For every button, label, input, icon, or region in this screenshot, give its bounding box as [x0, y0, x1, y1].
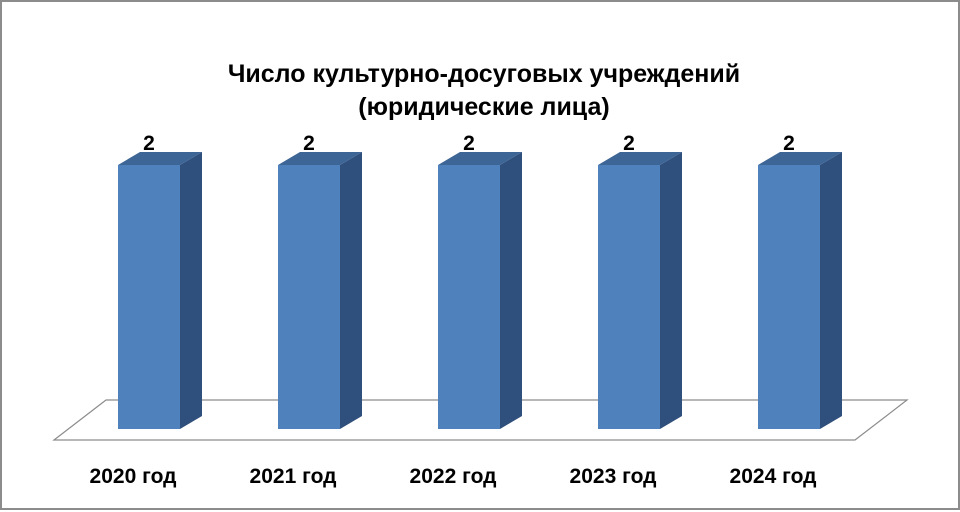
data-label: 2	[303, 132, 315, 155]
x-tick-label: 2020 год	[90, 465, 177, 488]
bar-side-face	[500, 152, 522, 429]
bar	[118, 152, 202, 429]
bar-side-face	[820, 152, 842, 429]
bar	[758, 152, 842, 429]
bar	[438, 152, 522, 429]
data-label: 2	[623, 132, 635, 155]
bar-front-face	[598, 165, 660, 429]
bar-front-face	[438, 165, 500, 429]
bar-front-face	[758, 165, 820, 429]
bar-top-face	[118, 152, 202, 165]
bar-top-face	[598, 152, 682, 165]
bar-front-face	[278, 165, 340, 429]
x-tick-label: 2022 год	[410, 465, 497, 488]
bar-top-face	[438, 152, 522, 165]
bar	[278, 152, 362, 429]
bar-top-face	[758, 152, 842, 165]
bar-side-face	[180, 152, 202, 429]
bar-top-face	[278, 152, 362, 165]
x-tick-label: 2023 год	[570, 465, 657, 488]
x-axis-tick-labels: 2020 год 2021 год 2022 год 2023 год 2024 год	[90, 465, 817, 488]
bar-series	[118, 152, 842, 429]
chart-title-line-1: Число культурно-досуговых учреждений	[228, 60, 740, 88]
bar-side-face	[340, 152, 362, 429]
bar-side-face	[660, 152, 682, 429]
x-tick-label: 2021 год	[250, 465, 337, 488]
data-labels: 2 2 2 2 2	[143, 132, 795, 155]
data-label: 2	[783, 132, 795, 155]
x-tick-label: 2024 год	[730, 465, 817, 488]
data-label: 2	[463, 132, 475, 155]
bar-front-face	[118, 165, 180, 429]
data-label: 2	[143, 132, 155, 155]
chart-title-line-2: (юридические лица)	[358, 93, 609, 121]
bar	[598, 152, 682, 429]
